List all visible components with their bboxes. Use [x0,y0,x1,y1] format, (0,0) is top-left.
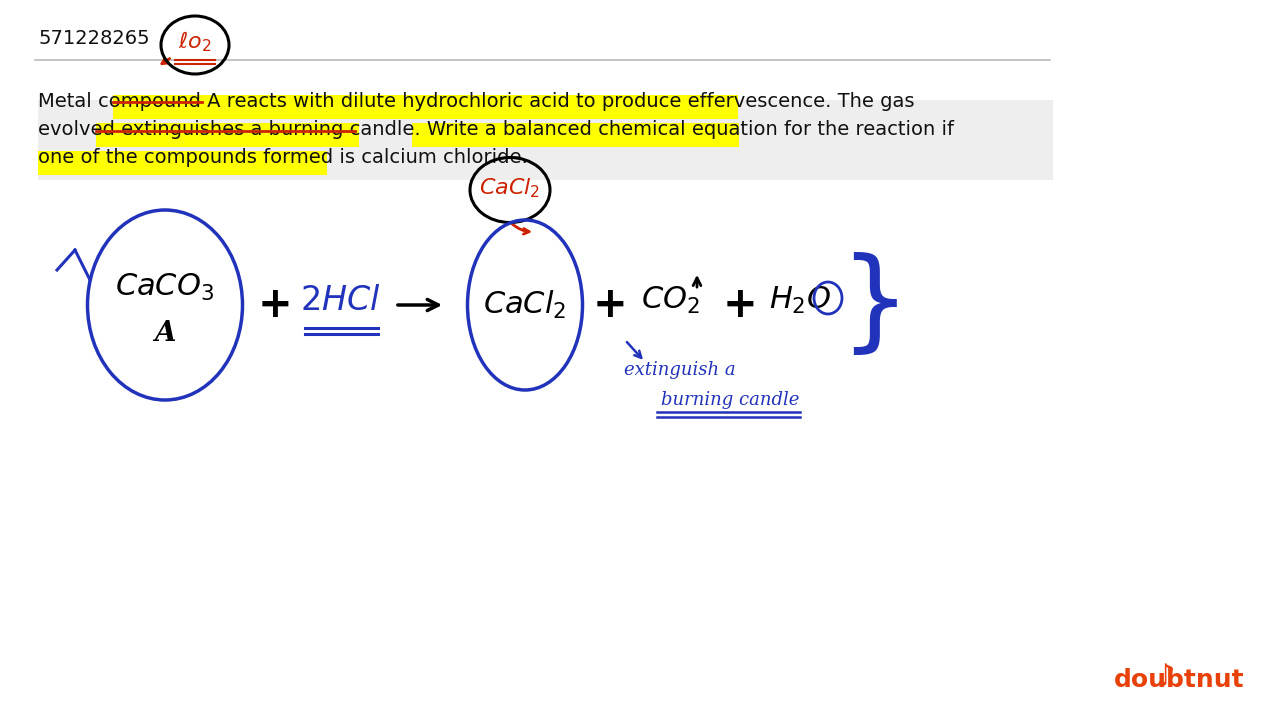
Text: $2HCl$: $2HCl$ [300,284,380,317]
Text: }: } [840,251,910,359]
FancyBboxPatch shape [113,95,739,119]
Text: +: + [723,284,758,326]
Text: doubtnut: doubtnut [1115,668,1245,692]
FancyBboxPatch shape [38,151,326,175]
Text: $CaCO_3$: $CaCO_3$ [115,271,215,302]
Text: ♪: ♪ [1156,663,1175,692]
Text: evolved extinguishes a burning candle. Write a balanced chemical equation for th: evolved extinguishes a burning candle. W… [38,120,954,139]
FancyBboxPatch shape [38,100,1053,180]
FancyBboxPatch shape [412,123,739,147]
Text: extinguish a: extinguish a [625,361,736,379]
Text: $H_2O$: $H_2O$ [769,284,831,315]
Text: 571228265: 571228265 [38,29,150,48]
Text: burning candle: burning candle [660,391,799,409]
Text: Metal compound A reacts with dilute hydrochloric acid to produce effervescence. : Metal compound A reacts with dilute hydr… [38,92,914,111]
Text: +: + [257,284,292,326]
Text: +: + [593,284,627,326]
Text: $CO_2$: $CO_2$ [640,284,699,315]
FancyBboxPatch shape [96,123,358,147]
Text: A: A [155,320,175,346]
Text: $CaCl_2$: $CaCl_2$ [484,289,567,321]
Text: one of the compounds formed is calcium chloride.: one of the compounds formed is calcium c… [38,148,527,167]
Text: $\ell\mathit{o}_2$: $\ell\mathit{o}_2$ [178,30,211,54]
Text: $CaCl_2$: $CaCl_2$ [480,176,540,200]
